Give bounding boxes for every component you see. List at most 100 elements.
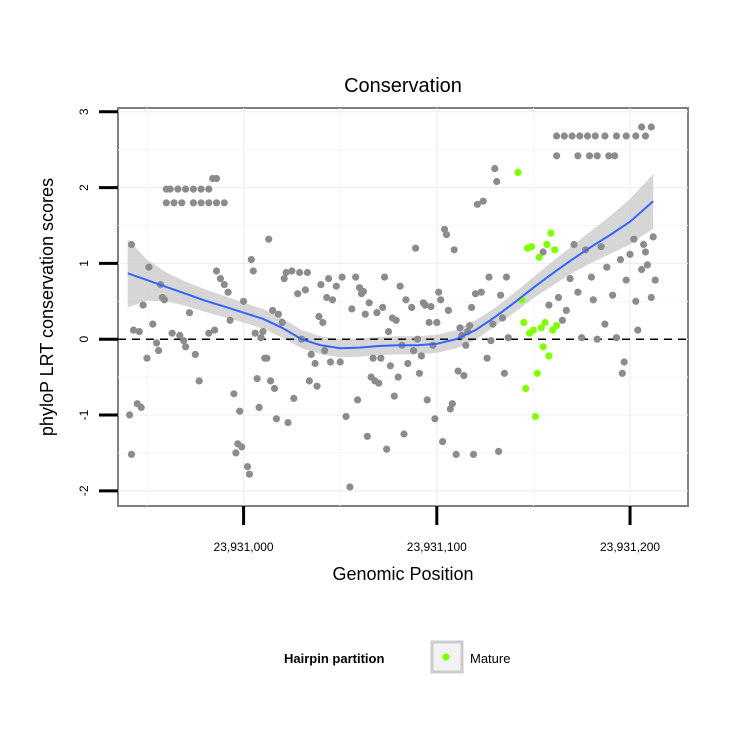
other-point <box>570 240 578 249</box>
mature-point <box>531 412 540 421</box>
other-point <box>498 314 507 322</box>
other-point <box>620 358 628 366</box>
other-point <box>284 419 292 427</box>
other-point <box>301 286 309 294</box>
other-point <box>452 450 460 458</box>
other-point <box>216 275 224 283</box>
other-point <box>267 377 275 385</box>
other-point <box>545 301 553 309</box>
other-point <box>226 316 234 324</box>
other-point <box>249 267 257 275</box>
other-point <box>435 288 443 296</box>
other-point <box>612 334 621 342</box>
other-point <box>437 296 445 304</box>
other-point <box>269 306 277 314</box>
other-point <box>473 200 481 208</box>
other-point <box>189 199 197 207</box>
mature-point <box>537 324 545 332</box>
other-point <box>328 296 337 304</box>
mature-point <box>529 326 538 334</box>
other-point <box>332 282 340 290</box>
other-point <box>585 152 594 160</box>
mature-point <box>520 318 528 327</box>
other-point <box>319 318 327 327</box>
other-point <box>243 463 252 471</box>
other-point <box>495 447 503 455</box>
other-point <box>265 235 273 243</box>
other-point <box>178 199 186 207</box>
other-point <box>402 296 410 304</box>
other-point <box>137 403 145 411</box>
mature-point <box>551 246 559 254</box>
other-point <box>553 152 561 160</box>
other-point <box>400 430 408 438</box>
other-point <box>127 240 136 249</box>
other-point <box>325 275 333 283</box>
other-point <box>500 369 508 377</box>
other-point <box>236 407 244 415</box>
other-point <box>412 244 420 252</box>
other-point <box>454 367 462 375</box>
other-point <box>274 310 282 318</box>
other-point <box>315 312 323 321</box>
other-point <box>605 152 613 160</box>
axes: -2 -1 0 1 2 3 23,931,000 23,931,100 23,931,200 <box>77 108 660 554</box>
other-point <box>278 318 286 327</box>
other-point <box>638 123 646 131</box>
other-point <box>240 297 248 305</box>
other-point <box>375 379 383 387</box>
other-point <box>601 132 609 140</box>
mature-point <box>547 229 555 237</box>
grid-lines <box>118 108 688 506</box>
other-point <box>212 267 221 275</box>
other-point <box>574 288 582 296</box>
y-tick-label: 0 <box>77 336 91 343</box>
other-point <box>589 296 597 304</box>
mature-point <box>539 343 547 351</box>
other-point <box>336 358 344 366</box>
other-point <box>263 354 271 362</box>
other-point <box>442 231 451 239</box>
other-point <box>257 334 265 342</box>
other-point <box>622 276 630 284</box>
other-point <box>483 354 491 362</box>
mature-point <box>522 384 530 393</box>
other-point <box>290 394 298 402</box>
other-point <box>641 132 650 140</box>
y-tick-label: 3 <box>77 108 91 115</box>
other-point <box>384 328 393 336</box>
other-point <box>354 396 362 404</box>
other-point <box>386 362 394 370</box>
other-point <box>618 369 626 377</box>
other-point <box>485 273 493 281</box>
other-point <box>539 248 547 256</box>
other-point <box>272 415 280 423</box>
other-point <box>230 390 238 398</box>
x-axis-title: Genomic Position <box>332 564 473 584</box>
other-point <box>338 273 346 281</box>
other-point <box>487 337 495 345</box>
other-point <box>643 261 652 269</box>
other-point <box>593 152 601 160</box>
other-point <box>562 306 570 314</box>
other-point <box>560 132 568 140</box>
y-tick-label: 1 <box>77 260 91 267</box>
other-point <box>423 396 431 404</box>
other-point <box>224 288 232 296</box>
other-point <box>303 268 311 277</box>
other-point <box>313 382 321 390</box>
x-tick-label: 23,931,000 <box>214 540 274 554</box>
other-point <box>180 337 188 345</box>
other-point <box>576 132 584 140</box>
y-axis-title: phyloP LRT conservation scores <box>37 178 57 436</box>
other-point <box>168 329 176 337</box>
other-point <box>342 412 350 421</box>
other-point <box>348 305 356 313</box>
other-point <box>460 372 468 380</box>
other-point <box>632 132 640 140</box>
other-point <box>211 326 219 334</box>
other-point <box>255 403 263 411</box>
other-point <box>288 267 296 275</box>
other-point <box>640 240 648 249</box>
other-point <box>616 256 625 264</box>
